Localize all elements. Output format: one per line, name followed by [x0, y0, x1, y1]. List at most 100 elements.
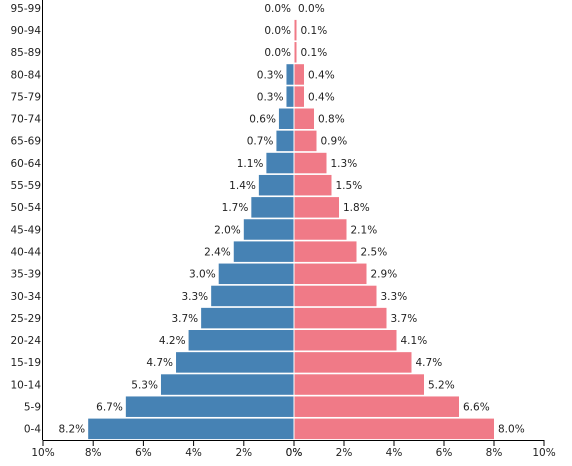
value-right-30-34: 3.3%	[381, 291, 408, 303]
bar-left-80-84	[286, 64, 294, 85]
value-left-65-69: 0.7%	[247, 136, 274, 148]
bar-right-65-69	[294, 130, 317, 152]
bar-left-65-69	[276, 130, 294, 152]
bar-right-45-49	[294, 219, 347, 240]
value-right-10-14: 5.2%	[428, 379, 455, 391]
value-left-10-14: 5.3%	[131, 379, 158, 391]
value-right-65-69: 0.9%	[321, 136, 348, 148]
x-tick-label-left: 10%	[31, 447, 54, 459]
age-label-5-9: 5-9	[24, 402, 41, 414]
bar-left-40-44	[233, 241, 294, 262]
value-left-40-44: 2.4%	[204, 246, 231, 258]
bar-left-25-29	[201, 307, 294, 329]
age-label-10-14: 10-14	[10, 379, 41, 391]
bar-left-30-34	[211, 285, 294, 307]
bar-right-55-59	[294, 174, 332, 196]
value-left-55-59: 1.4%	[229, 180, 256, 192]
bar-right-40-44	[294, 241, 357, 262]
value-left-80-84: 0.3%	[257, 69, 284, 81]
value-left-90-94: 0.0%	[264, 25, 291, 37]
x-tick-label-left: 8%	[85, 447, 102, 459]
age-label-80-84: 80-84	[10, 69, 41, 81]
bar-left-15-19	[176, 352, 294, 373]
age-label-20-24: 20-24	[10, 335, 41, 347]
age-label-25-29: 25-29	[10, 313, 41, 325]
bar-right-50-54	[294, 197, 339, 218]
x-tick-label-right: 6%	[436, 447, 453, 459]
value-right-0-4: 8.0%	[498, 424, 525, 436]
bar-right-15-19	[294, 352, 412, 373]
age-label-30-34: 30-34	[10, 291, 41, 303]
bar-right-10-14	[294, 374, 424, 395]
value-right-55-59: 1.5%	[336, 180, 363, 192]
age-label-60-64: 60-64	[10, 158, 41, 170]
bar-left-70-74	[278, 108, 294, 129]
value-right-15-19: 4.7%	[416, 357, 443, 369]
value-right-20-24: 4.1%	[401, 335, 428, 347]
x-tick-label-right: 10%	[532, 447, 555, 459]
value-left-45-49: 2.0%	[214, 224, 241, 236]
bar-left-0-4	[88, 418, 295, 440]
x-tick-label-left: 4%	[185, 447, 202, 459]
x-tick-label-right: 0%	[286, 447, 303, 459]
bar-right-75-79	[294, 86, 304, 107]
left-series-bars	[88, 64, 295, 440]
value-left-75-79: 0.3%	[257, 91, 284, 103]
bar-left-10-14	[160, 374, 294, 395]
bar-right-80-84	[294, 64, 304, 85]
value-labels: 0.0% 0.0% 0.0% 0.1% 0.0% 0.1% 0.3% 0.4% 0.3% 0.4%…	[58, 3, 524, 436]
bar-right-85-89	[294, 42, 297, 63]
age-label-15-19: 15-19	[10, 357, 41, 369]
age-label-45-49: 45-49	[10, 224, 41, 236]
x-tick-label-left: 6%	[135, 447, 152, 459]
age-label-0-4: 0-4	[24, 424, 41, 436]
bar-right-25-29	[294, 307, 387, 329]
axes: 10% 8% 6% 4% 2% 0%0% 2% 4% 6% 8% 10%	[31, 0, 556, 459]
bar-left-5-9	[125, 396, 294, 417]
bar-right-60-64	[294, 152, 327, 174]
value-left-85-89: 0.0%	[264, 47, 291, 59]
age-label-65-69: 65-69	[10, 136, 41, 148]
x-tick-label-right: 4%	[386, 447, 403, 459]
age-label-40-44: 40-44	[10, 246, 41, 258]
age-label-35-39: 35-39	[10, 269, 41, 281]
value-left-95-99: 0.0%	[264, 3, 291, 15]
age-label-50-54: 50-54	[10, 202, 41, 214]
value-right-50-54: 1.8%	[343, 202, 370, 214]
bar-left-20-24	[188, 330, 294, 351]
value-right-5-9: 6.6%	[463, 402, 490, 414]
bar-right-5-9	[294, 396, 459, 417]
bar-right-70-74	[294, 108, 314, 129]
value-left-20-24: 4.2%	[159, 335, 186, 347]
value-right-25-29: 3.7%	[391, 313, 418, 325]
value-left-25-29: 3.7%	[171, 313, 198, 325]
value-right-75-79: 0.4%	[308, 91, 335, 103]
value-left-30-34: 3.3%	[181, 291, 208, 303]
age-label-85-89: 85-89	[10, 47, 41, 59]
bar-left-60-64	[266, 152, 294, 174]
value-right-60-64: 1.3%	[331, 158, 358, 170]
age-label-75-79: 75-79	[10, 91, 41, 103]
bar-right-20-24	[294, 330, 397, 351]
age-label-90-94: 90-94	[10, 25, 41, 37]
bar-left-50-54	[251, 197, 294, 218]
value-left-0-4: 8.2%	[58, 424, 85, 436]
value-right-85-89: 0.1%	[301, 47, 328, 59]
x-tick-label-left: 0%	[286, 447, 303, 459]
bar-left-35-39	[218, 263, 294, 285]
value-right-80-84: 0.4%	[308, 69, 335, 81]
bar-right-0-4	[294, 418, 494, 440]
value-left-60-64: 1.1%	[237, 158, 264, 170]
bar-right-30-34	[294, 285, 377, 307]
value-right-95-99: 0.0%	[298, 3, 325, 15]
bar-left-55-59	[258, 174, 294, 196]
age-label-55-59: 55-59	[10, 180, 41, 192]
value-left-35-39: 3.0%	[189, 269, 216, 281]
x-tick-label-left: 2%	[235, 447, 252, 459]
value-right-90-94: 0.1%	[301, 25, 328, 37]
age-label-95-99: 95-99	[10, 3, 41, 15]
value-left-5-9: 6.7%	[96, 402, 123, 414]
value-left-15-19: 4.7%	[146, 357, 173, 369]
value-left-70-74: 0.6%	[249, 114, 276, 126]
